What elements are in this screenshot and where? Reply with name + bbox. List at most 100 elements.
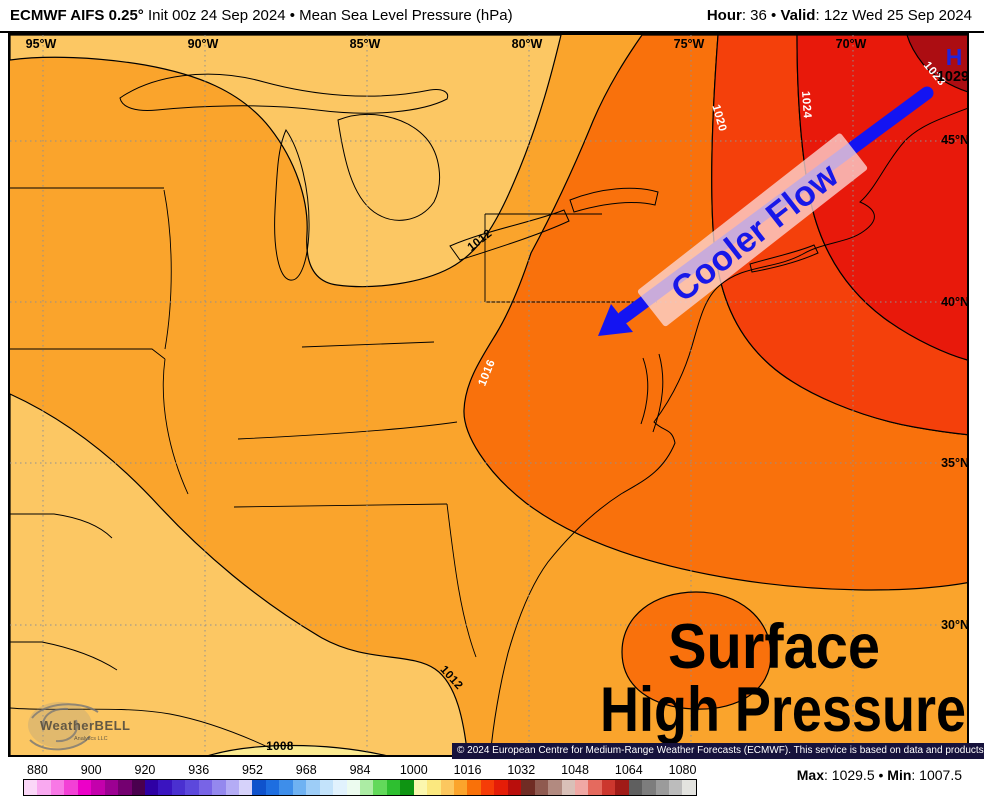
weatherbell-watermark: WeatherBELL Analytics LLC xyxy=(28,702,130,751)
colorbar-tick-label: 1016 xyxy=(453,763,482,777)
colorbar-tick-label: 984 xyxy=(349,763,371,777)
max-value: : 1029.5 • xyxy=(824,767,888,783)
min-label: Min xyxy=(887,767,912,783)
colorbar-cell xyxy=(279,780,293,795)
colorbar-cell xyxy=(669,780,683,795)
colorbar-cell xyxy=(118,780,132,795)
colorbar-cell xyxy=(50,780,65,795)
colorbar-cell xyxy=(373,780,387,795)
colorbar-cell xyxy=(628,780,643,795)
colorbar-cell xyxy=(239,780,253,795)
longitude-labels: 95°W 90°W 85°W 80°W 75°W 70°W xyxy=(26,37,867,51)
lat-label: 35°N xyxy=(941,456,969,470)
lon-label: 70°W xyxy=(836,37,867,51)
max-label: Max xyxy=(796,767,824,783)
colorbar-cell xyxy=(588,780,602,795)
annotation-line1: Surface xyxy=(668,612,880,682)
colorbar-cell xyxy=(319,780,334,795)
colorbar-swatches xyxy=(23,779,697,796)
lake-erie-outline xyxy=(449,209,570,261)
pressure-band-1004-1008 xyxy=(208,744,387,755)
high-symbol: H xyxy=(946,44,963,70)
title-divider xyxy=(0,31,984,33)
pressure-band-1008-1012-southwest xyxy=(10,393,469,755)
valid-time: Hour: 36 • Valid: 12z Wed 25 Sep 2024 xyxy=(707,7,984,24)
pressure-band-1024-1028 xyxy=(796,35,967,361)
colorbar-cell xyxy=(185,780,199,795)
colorbar-cell xyxy=(574,780,589,795)
valid-label: Valid xyxy=(780,7,816,24)
colorbar-tick-label: 1064 xyxy=(614,763,643,777)
model-name: ECMWF AIFS 0.25° xyxy=(10,7,144,24)
colorbar-cell xyxy=(171,780,186,795)
lon-label: 95°W xyxy=(26,37,57,51)
weather-map: 95°W 90°W 85°W 80°W 75°W 70°W 45°N 40°N … xyxy=(10,35,969,755)
lon-label: 90°W xyxy=(188,37,219,51)
weatherbell-sub: Analytics LLC xyxy=(74,736,108,742)
colorbar-tick-label: 920 xyxy=(134,763,156,777)
colorbar-cell xyxy=(77,780,92,795)
page-title: ECMWF AIFS 0.25° Init 00z 24 Sep 2024 • … xyxy=(0,7,513,24)
colorbar-cell xyxy=(682,780,696,795)
colorbar-cell xyxy=(642,780,656,795)
pressure-band-1028-1032 xyxy=(906,35,967,93)
colorbar-cell xyxy=(158,780,172,795)
colorbar-cell xyxy=(91,780,105,795)
colorbar-cell xyxy=(454,780,468,795)
lon-label: 85°W xyxy=(350,37,381,51)
title-subtitle: Init 00z 24 Sep 2024 • Mean Sea Level Pr… xyxy=(143,7,513,24)
lat-label: 45°N xyxy=(941,133,969,147)
copyright-bar: © 2024 European Centre for Medium-Range … xyxy=(452,743,984,759)
surface-high-pressure-annotation: Surface High Pressure xyxy=(600,612,966,745)
valid-value: : 12z Wed 25 Sep 2024 xyxy=(815,7,972,24)
colorbar-tick-label: 968 xyxy=(295,763,317,777)
colorbar-cell xyxy=(413,780,428,795)
max-min-readout: Max: 1029.5 • Min: 1007.5 xyxy=(797,767,962,783)
lon-label: 80°W xyxy=(512,37,543,51)
colorbar-cell xyxy=(548,780,562,795)
chesapeake-bay-outline xyxy=(640,353,664,433)
colorbar-cell xyxy=(212,780,226,795)
colorbar-tick-label: 1000 xyxy=(399,763,428,777)
cooler-flow-label-bg xyxy=(637,133,868,327)
colorbar-cell xyxy=(265,780,280,795)
lake-michigan-outline xyxy=(274,128,310,281)
pressure-band-1008-1012-north xyxy=(10,35,562,288)
pressure-band-1016-1020-blob xyxy=(621,591,772,710)
state-borders xyxy=(10,187,657,749)
lake-ontario-outline xyxy=(569,187,659,213)
lat-label: 30°N xyxy=(941,618,969,632)
hour-value: : 36 • xyxy=(741,7,781,24)
colorbar-cell xyxy=(252,780,266,795)
colorbar-cell xyxy=(480,780,495,795)
map-frame: 95°W 90°W 85°W 80°W 75°W 70°W 45°N 40°N … xyxy=(8,33,969,757)
colorbar-cell xyxy=(467,780,481,795)
high-value: 1029 xyxy=(937,69,969,85)
min-value: : 1007.5 xyxy=(911,767,962,783)
colorbar-cell xyxy=(655,780,669,795)
lon-label: 75°W xyxy=(674,37,705,51)
colorbar-cell xyxy=(534,780,549,795)
colorbar-tick-label: 880 xyxy=(27,763,48,777)
colorbar-cell xyxy=(144,780,159,795)
colorbar-tick-label: 936 xyxy=(188,763,210,777)
colorbar-cell xyxy=(104,780,119,795)
colorbar-cell xyxy=(292,780,307,795)
colorbar-cell xyxy=(37,780,51,795)
colorbar-cell xyxy=(198,780,213,795)
colorbar-cell xyxy=(346,780,360,795)
colorbar-cell xyxy=(601,780,616,795)
colorbar-cell xyxy=(386,780,401,795)
arrowhead xyxy=(598,304,633,336)
colorbar-cell xyxy=(333,780,347,795)
colorbar-cell xyxy=(400,780,414,795)
hour-label: Hour xyxy=(706,7,742,24)
colorbar-ticks: 880 900 920 936 952 968 984 1000 1016 1032 1048 106… xyxy=(0,763,760,778)
weatherbell-swirl-icon xyxy=(28,702,99,751)
colorbar-cell xyxy=(521,780,535,795)
annotation-line2: High Pressure xyxy=(600,675,966,745)
contour-label-1024: 1024 xyxy=(799,91,813,119)
geography-outlines xyxy=(10,73,967,755)
colorbar-cell xyxy=(64,780,78,795)
